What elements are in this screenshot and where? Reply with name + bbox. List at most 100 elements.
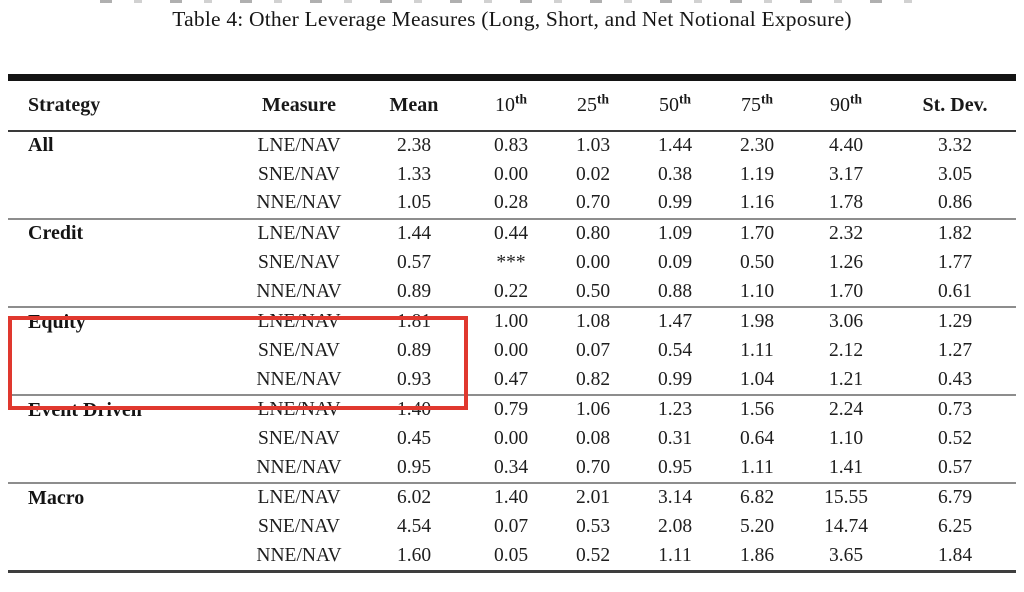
measure-cell: NNE/NAV bbox=[256, 544, 342, 566]
strategy-cell bbox=[8, 336, 240, 365]
value-cell: 0.99 bbox=[657, 192, 693, 214]
value-cell: 1.10 bbox=[828, 428, 864, 450]
column-header-stdev: St. Dev. bbox=[894, 77, 1016, 132]
table-row: NNE/NAV 1.60 0.05 0.52 1.11 1.86 3.65 1.84 bbox=[8, 542, 1016, 571]
value-cell: 1.41 bbox=[828, 456, 864, 478]
value-cell: 1.09 bbox=[634, 217, 716, 249]
value-cell: 2.32 bbox=[798, 217, 894, 249]
column-header-p25: 25th bbox=[552, 77, 634, 132]
measure-cell: NNE/NAV bbox=[256, 368, 342, 390]
value-cell: 0.43 bbox=[937, 368, 973, 390]
value-cell: 1.84 bbox=[937, 544, 973, 566]
table-row: All LNE/NAV 2.38 0.83 1.03 1.44 2.30 4.40 3.32 bbox=[8, 131, 1016, 160]
value-cell: 0.54 bbox=[657, 339, 693, 361]
measure-cell: LNE/NAV bbox=[257, 134, 341, 156]
value-cell: 1.00 bbox=[470, 305, 552, 337]
value-cell: 0.53 bbox=[575, 516, 611, 538]
value-cell: 0.57 bbox=[396, 251, 432, 273]
value-cell: 1.03 bbox=[575, 134, 611, 156]
column-header-p75: 75th bbox=[716, 77, 798, 132]
value-cell: 6.79 bbox=[894, 482, 1016, 513]
table-body: All LNE/NAV 2.38 0.83 1.03 1.44 2.30 4.40 3.32 SN… bbox=[8, 131, 1016, 572]
strategy-cell: Equity bbox=[8, 305, 240, 337]
value-cell: 3.32 bbox=[937, 134, 973, 156]
value-cell: 0.86 bbox=[937, 192, 973, 214]
leverage-table-container: Strategy Measure Mean 10th 25th 50th 75t… bbox=[8, 74, 1016, 573]
table-row: NNE/NAV 0.89 0.22 0.50 0.88 1.10 1.70 0.61 bbox=[8, 277, 1016, 306]
strategy-cell: Credit bbox=[8, 217, 240, 249]
strategy-cell bbox=[8, 277, 240, 306]
value-cell: 0.70 bbox=[575, 192, 611, 214]
value-cell: 0.50 bbox=[739, 251, 775, 273]
measure-cell: NNE/NAV bbox=[256, 280, 342, 302]
leverage-table: Strategy Measure Mean 10th 25th 50th 75t… bbox=[8, 74, 1016, 573]
value-cell: 0.34 bbox=[493, 456, 529, 478]
value-cell: 0.05 bbox=[493, 544, 529, 566]
value-cell: 0.00 bbox=[493, 163, 529, 185]
value-cell: 0.47 bbox=[493, 368, 529, 390]
value-cell: 0.09 bbox=[657, 251, 693, 273]
value-cell: 1.16 bbox=[739, 192, 775, 214]
value-cell: 3.14 bbox=[634, 482, 716, 513]
value-cell: 1.56 bbox=[716, 394, 798, 425]
value-cell: 1.11 bbox=[740, 456, 774, 478]
value-cell: 1.40 bbox=[358, 394, 470, 425]
value-cell: 0.79 bbox=[470, 394, 552, 425]
strategy-cell bbox=[8, 454, 240, 483]
value-cell: 0.38 bbox=[657, 163, 693, 185]
value-cell: 1.60 bbox=[396, 544, 432, 566]
value-cell: 0.80 bbox=[552, 217, 634, 249]
value-cell: 0.99 bbox=[657, 368, 693, 390]
value-cell: 0.70 bbox=[575, 456, 611, 478]
value-cell: 6.02 bbox=[358, 482, 470, 513]
value-cell: 0.02 bbox=[575, 163, 611, 185]
value-cell: 5.20 bbox=[739, 516, 775, 538]
value-cell: 1.05 bbox=[396, 192, 432, 214]
value-cell: *** bbox=[496, 251, 526, 273]
value-cell: 1.08 bbox=[552, 305, 634, 337]
value-cell: 1.04 bbox=[739, 368, 775, 390]
value-cell: 1.33 bbox=[396, 163, 432, 185]
value-cell: 1.11 bbox=[740, 339, 774, 361]
header-row: Strategy Measure Mean 10th 25th 50th 75t… bbox=[8, 77, 1016, 132]
value-cell: 4.40 bbox=[828, 134, 864, 156]
table-row: SNE/NAV 0.57 *** 0.00 0.09 0.50 1.26 1.77 bbox=[8, 248, 1016, 277]
value-cell: 1.77 bbox=[937, 251, 973, 273]
column-header-strategy: Strategy bbox=[8, 77, 240, 132]
measure-cell: SNE/NAV bbox=[258, 428, 340, 450]
measure-cell: LNE/NAV bbox=[240, 217, 358, 249]
column-header-p10: 10th bbox=[470, 77, 552, 132]
value-cell: 0.61 bbox=[937, 280, 973, 302]
value-cell: 1.21 bbox=[828, 368, 864, 390]
column-header-p90: 90th bbox=[798, 77, 894, 132]
strategy-cell bbox=[8, 160, 240, 189]
value-cell: 0.82 bbox=[575, 368, 611, 390]
table-row: Event Driven LNE/NAV 1.40 0.79 1.06 1.23 1.56 2… bbox=[8, 394, 1016, 425]
value-cell: 0.31 bbox=[657, 428, 693, 450]
value-cell: 0.44 bbox=[470, 217, 552, 249]
column-header-p50: 50th bbox=[634, 77, 716, 132]
value-cell: 0.28 bbox=[493, 192, 529, 214]
value-cell: 2.01 bbox=[552, 482, 634, 513]
value-cell: 4.54 bbox=[396, 516, 432, 538]
value-cell: 0.50 bbox=[575, 280, 611, 302]
value-cell: 1.11 bbox=[658, 544, 692, 566]
table-row: Credit LNE/NAV 1.44 0.44 0.80 1.09 1.70 2.32 1.8… bbox=[8, 217, 1016, 249]
value-cell: 14.74 bbox=[824, 516, 868, 538]
strategy-cell: Macro bbox=[8, 482, 240, 513]
table-row: Equity LNE/NAV 1.81 1.00 1.08 1.47 1.98 3.06 1.2… bbox=[8, 305, 1016, 337]
column-header-mean: Mean bbox=[358, 77, 470, 132]
value-cell: 0.00 bbox=[575, 251, 611, 273]
value-cell: 1.10 bbox=[739, 280, 775, 302]
value-cell: 1.26 bbox=[828, 251, 864, 273]
measure-cell: LNE/NAV bbox=[240, 482, 358, 513]
value-cell: 0.73 bbox=[894, 394, 1016, 425]
value-cell: 2.24 bbox=[798, 394, 894, 425]
value-cell: 2.08 bbox=[657, 516, 693, 538]
value-cell: 0.52 bbox=[575, 544, 611, 566]
value-cell: 1.98 bbox=[716, 305, 798, 337]
value-cell: 0.07 bbox=[493, 516, 529, 538]
value-cell: 0.89 bbox=[396, 280, 432, 302]
value-cell: 0.52 bbox=[937, 428, 973, 450]
